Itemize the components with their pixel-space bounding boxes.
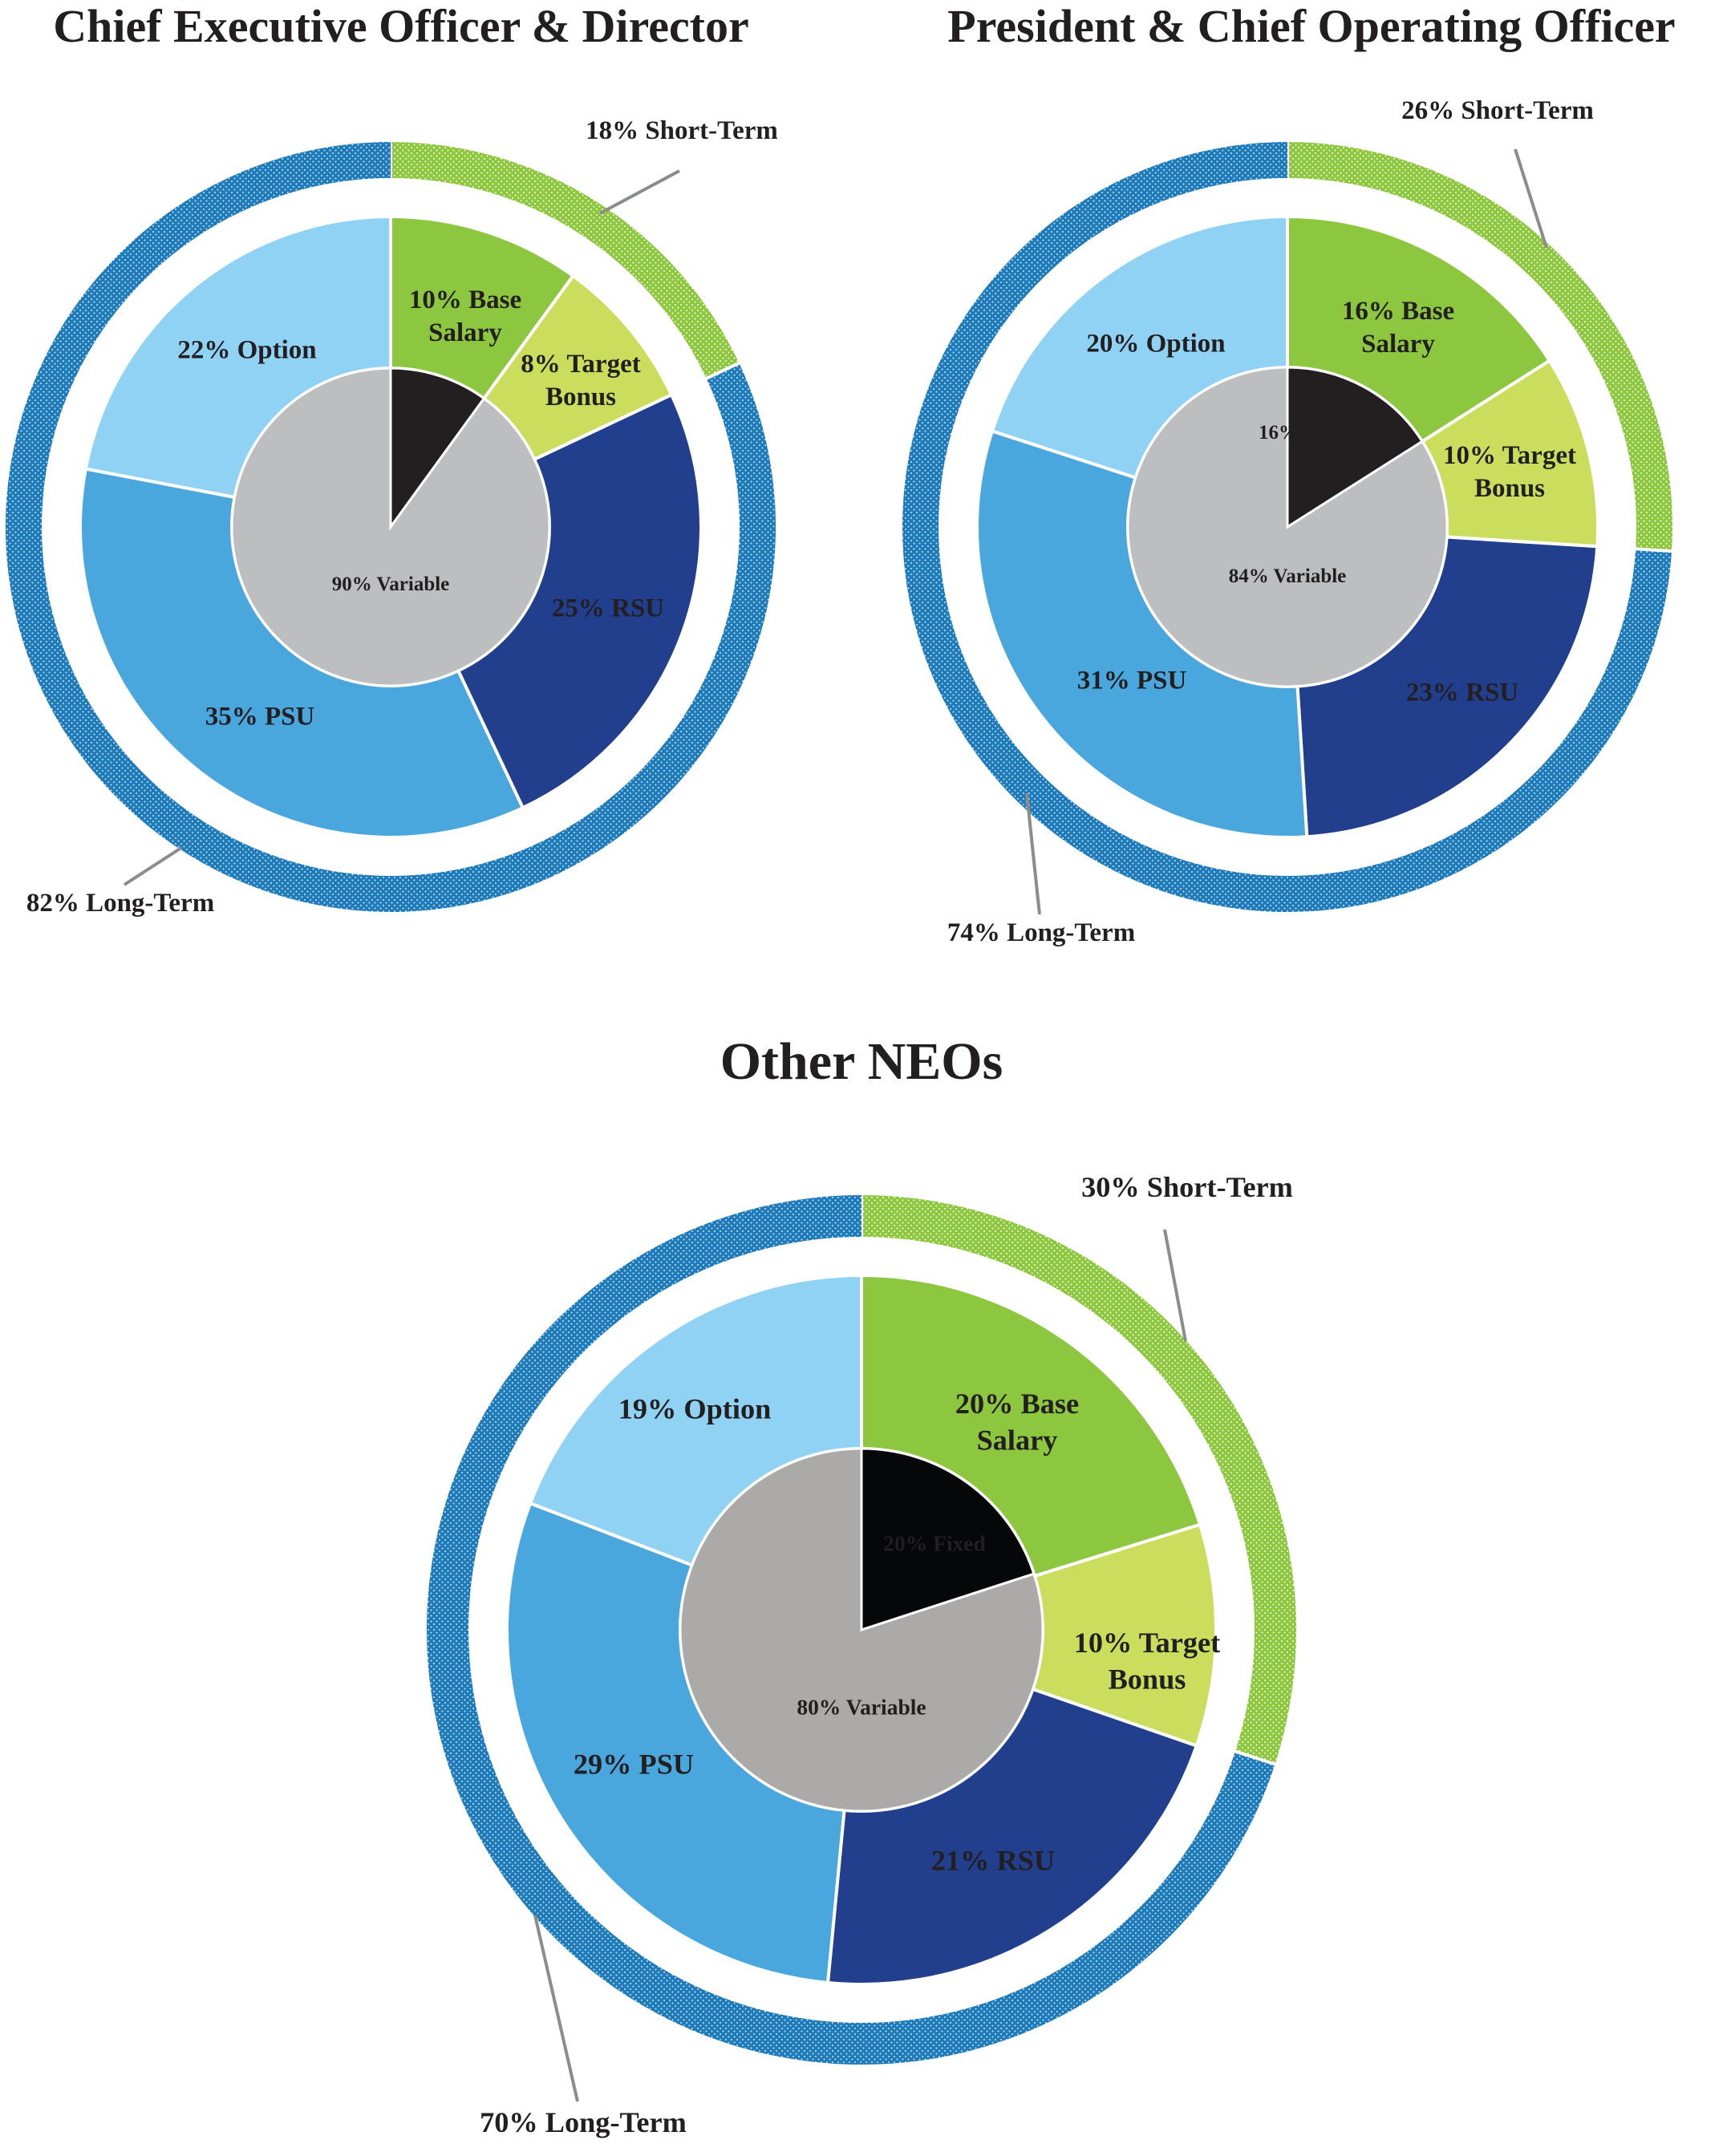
long-term-leader-line	[123, 846, 183, 886]
other-neos-chart-title: Other NEOs	[720, 1032, 1003, 1091]
25pct-rsu-label: 25% RSU	[552, 594, 664, 623]
90pct-variable-slice	[230, 367, 551, 687]
20pct-base-salary-label: 20% Base Salary	[955, 1388, 1079, 1456]
long-term-leader-line	[533, 1915, 579, 2102]
29pct-psu-label: 29% PSU	[574, 1749, 694, 1781]
20pct-option-label: 20% Option	[1086, 330, 1225, 359]
19pct-option-label: 19% Option	[618, 1393, 772, 1425]
10pct-fixed-label: 10% Fixed	[398, 387, 446, 433]
ring-divider	[1634, 547, 1674, 553]
long-term-label: 70% Long-Term	[480, 2106, 687, 2138]
90pct-variable-label: 90% Variable	[332, 573, 450, 595]
16pct-fixed-label: 16% Fixed	[1259, 422, 1352, 444]
president-chart-title: President & Chief Operating Officer	[947, 0, 1675, 52]
20pct-fixed-slice	[860, 1447, 1036, 1632]
short-term-leader-line	[1163, 1229, 1187, 1342]
ring-divider	[1233, 1749, 1277, 1767]
10pct-fixed-slice	[389, 367, 486, 531]
long-term-label: 82% Long-Term	[26, 889, 214, 918]
16pct-base-salary-label: 16% Base Salary	[1342, 297, 1454, 359]
30pct-short-term-ring-arc	[861, 1195, 1297, 1765]
80pct-variable-slice	[679, 1447, 1044, 1813]
short-term-leader-line	[599, 169, 680, 215]
80pct-variable-label: 80% Variable	[797, 1695, 926, 1720]
8pct-target-bonus-label: 8% Target Bonus	[521, 350, 640, 411]
long-term-label: 74% Long-Term	[947, 918, 1135, 947]
26pct-short-term-ring-arc	[1287, 142, 1672, 552]
31pct-psu-label: 31% PSU	[1077, 667, 1187, 695]
10pct-target-bonus-label: 10% Target Bonus	[1443, 441, 1576, 503]
10pct-base-salary-label: 10% Base Salary	[409, 286, 521, 347]
16pct-fixed-slice	[1286, 366, 1425, 529]
10pct-target-bonus-label: 10% Target Bonus	[1074, 1627, 1221, 1695]
84pct-variable-slice	[1126, 366, 1449, 688]
short-term-label: 30% Short-Term	[1081, 1171, 1293, 1203]
21pct-rsu-label: 21% RSU	[931, 1845, 1055, 1877]
president-pie: 16% Base Salary 10% Target Bonus 23% RSU 31% …	[902, 96, 1674, 947]
35pct-psu-label: 35% PSU	[205, 703, 315, 732]
short-term-leader-line	[1514, 148, 1548, 249]
ceo-pay-chart: Chief Executive Officer & Director 10% B…	[5, 0, 778, 918]
ring-divider	[703, 360, 741, 381]
20pct-fixed-label: 20% Fixed	[883, 1531, 986, 1556]
short-term-label: 26% Short-Term	[1401, 96, 1594, 125]
other-neos-pie: 20% Base Salary 10% Target Bonus 21% RSU 29% …	[427, 1171, 1297, 2138]
president-pay-chart: President & Chief Operating Officer 16% …	[902, 0, 1676, 947]
84pct-variable-label: 84% Variable	[1229, 565, 1347, 587]
23pct-rsu-label: 23% RSU	[1406, 679, 1518, 707]
18pct-short-term-ring-arc	[391, 142, 740, 379]
22pct-option-label: 22% Option	[177, 336, 316, 365]
short-term-label: 18% Short-Term	[586, 116, 778, 145]
ceo-chart-title: Chief Executive Officer & Director	[53, 0, 749, 52]
long-term-leader-line	[1025, 792, 1041, 915]
other-neos-pay-chart: Other NEOs 20% Base Salary 10% Target Bonus…	[427, 1032, 1297, 2138]
